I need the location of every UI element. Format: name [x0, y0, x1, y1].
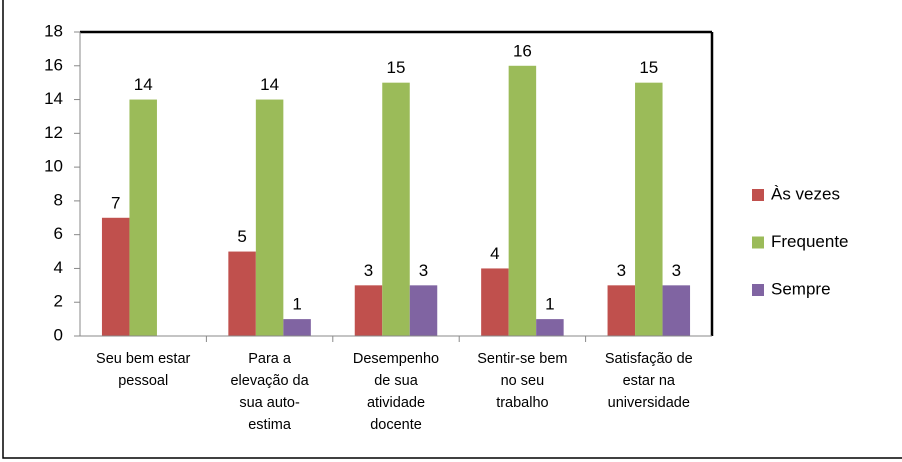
data-label: 3 [617, 261, 626, 280]
y-tick-label: 14 [44, 89, 63, 108]
data-label: 1 [292, 295, 301, 314]
bar [607, 285, 636, 336]
bar [409, 285, 438, 336]
bar [635, 82, 663, 337]
x-tick-label: Satisfação de estar na universidade [604, 351, 693, 411]
data-label: 4 [490, 244, 499, 263]
data-label: 5 [237, 227, 246, 246]
data-label: 3 [364, 261, 373, 280]
y-tick-label: 0 [54, 325, 63, 344]
y-tick-label: 16 [44, 55, 63, 74]
bar [662, 285, 691, 336]
data-label: 1 [545, 295, 554, 314]
y-tick-label: 8 [54, 190, 63, 209]
legend-label: Às vezes [771, 184, 840, 203]
y-tick-label: 2 [54, 292, 63, 311]
bar [536, 319, 564, 336]
bar [382, 82, 410, 337]
bar [129, 99, 157, 336]
bar [354, 285, 383, 336]
bar [255, 99, 284, 336]
bar [228, 251, 256, 336]
data-label: 15 [639, 58, 658, 77]
legend-swatch [752, 236, 764, 249]
data-label: 14 [134, 75, 153, 94]
legend-swatch [752, 189, 764, 201]
bar [481, 268, 509, 336]
y-tick-label: 6 [54, 224, 63, 243]
legend-label: Frequente [771, 232, 849, 251]
legend-swatch [752, 284, 764, 296]
bar [283, 319, 311, 336]
y-tick-label: 10 [44, 157, 63, 176]
x-tick-label: Para a elevação da sua auto- estima [230, 351, 309, 433]
data-label: 7 [111, 193, 120, 212]
x-tick-label: Sentir-se bem no seu trabalho [477, 351, 568, 411]
bar [508, 65, 537, 337]
y-tick-label: 4 [54, 258, 63, 277]
data-label: 14 [260, 75, 279, 94]
legend-label: Sempre [771, 279, 831, 298]
data-label: 16 [513, 41, 532, 60]
y-tick-label: 12 [44, 123, 63, 142]
x-tick-label: Seu bem estar pessoal [96, 351, 191, 389]
data-label: 15 [387, 58, 406, 77]
y-tick-label: 18 [44, 21, 63, 40]
x-tick-label: Desempenho de sua atividade docente [352, 351, 440, 433]
data-label: 3 [419, 261, 428, 280]
data-label: 3 [672, 261, 681, 280]
bar [101, 217, 130, 336]
